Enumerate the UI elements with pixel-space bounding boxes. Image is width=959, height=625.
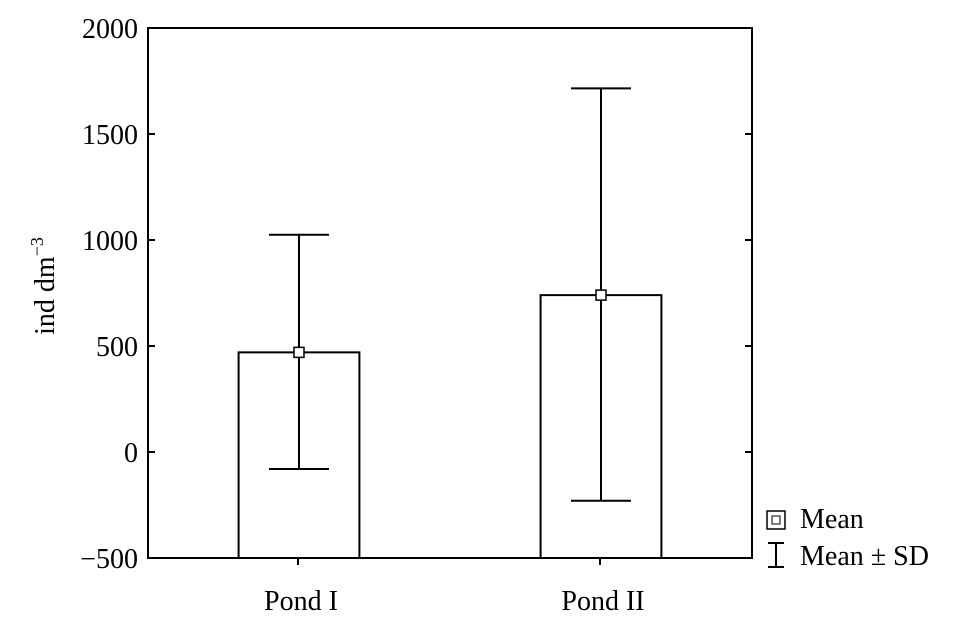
bars bbox=[237, 87, 663, 565]
legend-mean-label: Mean bbox=[800, 504, 864, 535]
y-tick-label: 2000 bbox=[82, 14, 138, 45]
x-category-label: Pond II bbox=[561, 586, 644, 617]
mean-marker-1 bbox=[595, 289, 607, 301]
y-axis-label: ind dm−3 bbox=[27, 237, 61, 335]
y-tick-label: 0 bbox=[124, 438, 138, 469]
y-tick-label: −500 bbox=[80, 544, 138, 575]
y-tick-label: 1000 bbox=[82, 226, 138, 257]
mean-marker-0 bbox=[293, 346, 305, 359]
y-tick-label: 1500 bbox=[82, 120, 138, 151]
legend-mean-marker-inner-icon bbox=[771, 515, 781, 525]
y-axis-ticks: −500 0 500 1000 1500 2000 bbox=[80, 14, 752, 575]
plot-frame bbox=[147, 27, 753, 559]
y-axis-label-main: ind dm bbox=[30, 256, 61, 335]
y-axis-label-superscript: −3 bbox=[27, 237, 47, 256]
legend: Mean Mean ± SD bbox=[766, 504, 929, 572]
legend-sd-label: Mean ± SD bbox=[800, 541, 929, 572]
x-axis-labels: Pond I Pond II bbox=[264, 586, 645, 617]
x-category-label: Pond I bbox=[264, 586, 338, 617]
y-tick-label: 500 bbox=[96, 332, 138, 363]
